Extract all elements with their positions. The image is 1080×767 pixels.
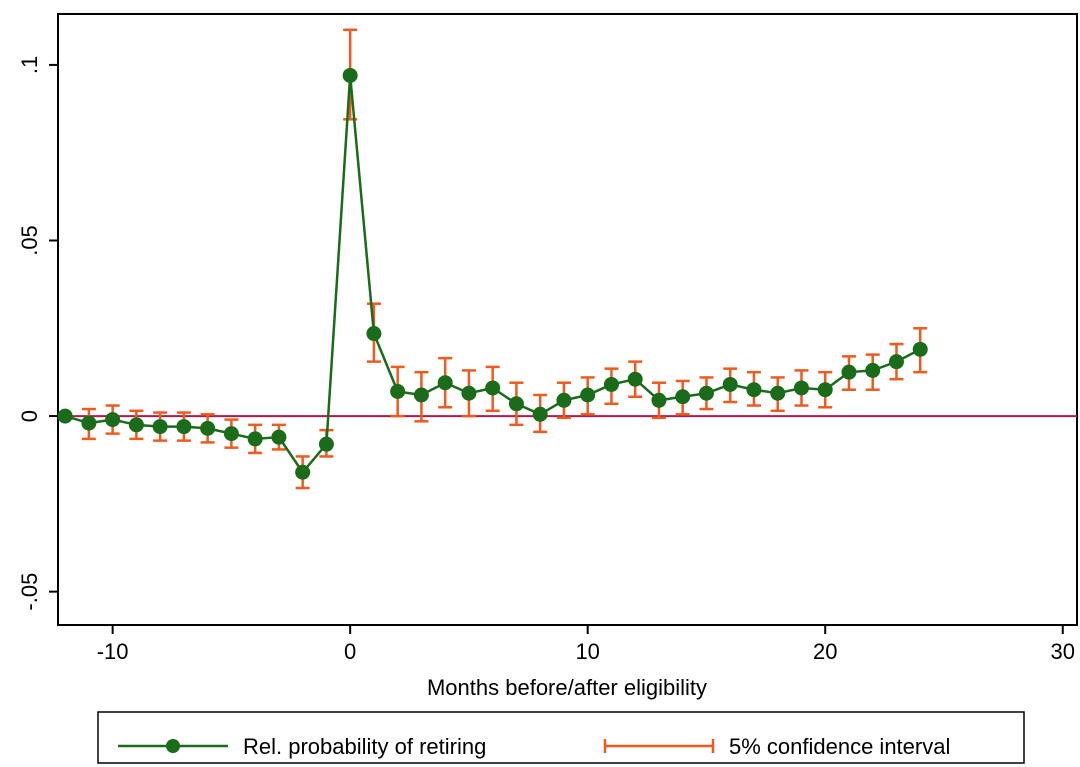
data-point [746,382,762,398]
data-point [342,67,358,83]
series-layer [57,67,928,480]
data-point [128,417,144,433]
legend-series-marker [166,739,180,753]
y-tick-label: .05 [17,225,42,256]
data-point [200,420,216,436]
data-point [81,415,97,431]
x-tick-label: 20 [813,639,837,664]
y-tick-label: -.05 [17,573,42,611]
data-point [247,431,263,447]
data-point [152,419,168,435]
data-point [675,389,691,405]
data-point [295,464,311,480]
data-point [603,376,619,392]
data-point [223,426,239,442]
x-axis: -10 0 10 20 30 [97,625,1075,664]
data-point [698,385,714,401]
data-point [532,406,548,422]
data-point [413,387,429,403]
legend: Rel. probability of retiring 5% confiden… [97,711,1025,764]
data-point [366,326,382,342]
data-point [770,385,786,401]
data-point [556,392,572,408]
data-point [461,385,477,401]
legend-ci-label: 5% confidence interval [729,734,950,759]
data-point [271,429,287,445]
x-tick-label: 0 [344,639,356,664]
data-point [793,380,809,396]
y-tick-label: 0 [17,410,42,422]
data-point [437,375,453,391]
legend-ci-symbol [603,739,715,753]
legend-box [97,711,1025,764]
data-point [57,408,73,424]
plot-frame [57,13,1078,626]
data-point [722,376,738,392]
x-tick-label: -10 [97,639,129,664]
legend-series-label: Rel. probability of retiring [243,734,486,759]
x-tick-label: 10 [575,639,599,664]
y-axis: -.05 0 .05 .1 [17,56,58,611]
data-point [508,396,524,412]
x-tick-label: 30 [1051,639,1075,664]
data-point [841,364,857,380]
data-point [580,387,596,403]
x-axis-title: Months before/after eligibility [427,675,707,700]
data-point [888,354,904,370]
data-point [485,380,501,396]
data-point [912,341,928,357]
data-point [651,392,667,408]
y-tick-label: .1 [17,56,42,74]
data-point [390,383,406,399]
data-point [105,412,121,428]
data-point [865,362,881,378]
data-point [627,371,643,387]
data-point [817,382,833,398]
data-point [318,436,334,452]
data-point [176,419,192,435]
